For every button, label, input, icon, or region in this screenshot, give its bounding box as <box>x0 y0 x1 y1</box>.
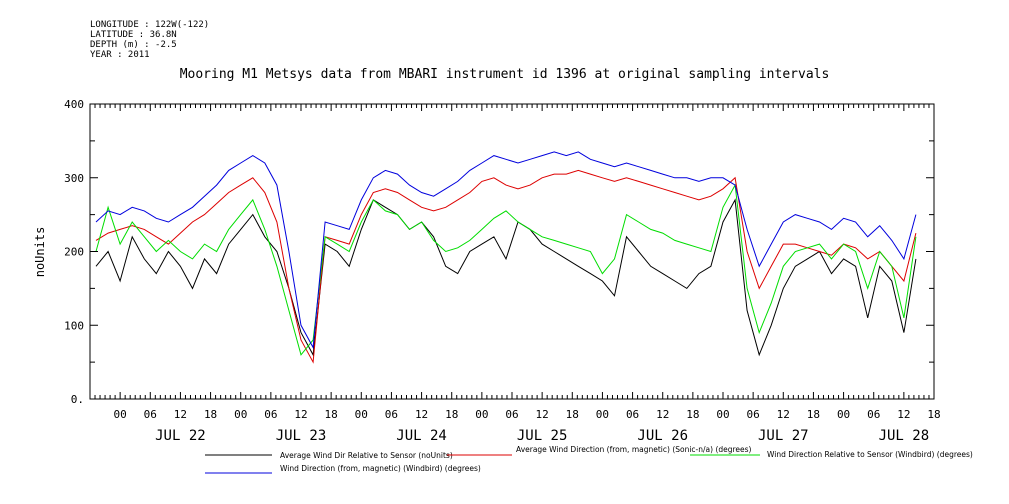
axes-layer: 0. 100 200 300 400 00 06 12 18 JUL 22 00 06 12 18 JUL … <box>64 98 941 444</box>
series-line-average-wind-dir-relative-to-sensor-noun <box>95 198 917 357</box>
depth-label: DEPTH (m) : -2.5 <box>90 40 177 50</box>
x-day-label: JUL 26 <box>637 428 688 444</box>
x-day-label: JUL 22 <box>155 428 206 444</box>
x-hour-label: 12 <box>174 408 187 421</box>
x-hour-label: 18 <box>204 408 217 421</box>
x-day-label: JUL 27 <box>758 428 809 444</box>
series-line-wind-direction-from-magnetic-windbird-de <box>95 151 917 350</box>
x-hour-label: 12 <box>415 408 428 421</box>
x-day-label: JUL 25 <box>517 428 568 444</box>
x-hour-label: 18 <box>807 408 820 421</box>
chart-title: Mooring M1 Metsys data from MBARI instru… <box>179 67 830 82</box>
x-hour-label: 06 <box>505 408 518 421</box>
x-hour-label: 00 <box>716 408 729 421</box>
x-hour-label: 18 <box>445 408 458 421</box>
x-hour-label: 12 <box>536 408 549 421</box>
x-hour-label: 00 <box>234 408 247 421</box>
x-hour-label: 06 <box>385 408 398 421</box>
x-hour-label: 06 <box>144 408 157 421</box>
x-hour-label: 06 <box>867 408 880 421</box>
y-tick-label: 300 <box>64 172 84 185</box>
x-hour-label: 18 <box>686 408 699 421</box>
metadata-block: LONGITUDE : 122W(-122) LATITUDE : 36.8N … <box>90 20 209 60</box>
x-hour-label: 18 <box>566 408 579 421</box>
x-hour-label: 00 <box>114 408 127 421</box>
x-hour-label: 06 <box>626 408 639 421</box>
legend-entry: Average Wind Direction (from, magnetic) … <box>516 445 752 454</box>
x-hour-label: 00 <box>355 408 368 421</box>
y-tick-label: 400 <box>64 98 84 111</box>
longitude-label: LONGITUDE : 122W(-122) <box>90 20 210 30</box>
legend-entry: Wind Direction Relative to Sensor (Windb… <box>767 450 973 459</box>
x-hour-label: 06 <box>747 408 760 421</box>
x-hour-label: 18 <box>325 408 338 421</box>
legend: Average Wind Dir Relative to Sensor (noU… <box>205 445 973 474</box>
x-hour-label: 12 <box>777 408 790 421</box>
x-hour-label: 12 <box>897 408 910 421</box>
x-hour-label: 12 <box>656 408 669 421</box>
series-layer <box>95 151 917 364</box>
legend-entry: Average Wind Dir Relative to Sensor (noU… <box>280 451 453 460</box>
x-hour-label: 12 <box>294 408 307 421</box>
x-hour-label: 00 <box>596 408 609 421</box>
series-line-average-wind-direction-from-magnetic-son <box>95 169 917 364</box>
y-tick-label: 0. <box>71 393 84 406</box>
x-day-label: JUL 24 <box>396 428 447 444</box>
legend-entry: Wind Direction (from, magnetic) (Windbir… <box>280 464 481 473</box>
x-day-label: JUL 23 <box>276 428 327 444</box>
latitude-label: LATITUDE : 36.8N <box>90 30 177 40</box>
x-hour-label: 00 <box>475 408 488 421</box>
x-hour-label: 18 <box>927 408 940 421</box>
y-axis-label: noUnits <box>33 227 47 278</box>
series-line-wind-direction-relative-to-sensor-windbi <box>95 183 917 356</box>
x-hour-label: 00 <box>837 408 850 421</box>
x-hour-label: 06 <box>264 408 277 421</box>
year-label: YEAR : 2011 <box>90 50 150 60</box>
y-tick-label: 200 <box>64 246 84 259</box>
x-day-label: JUL 28 <box>879 428 930 444</box>
y-tick-label: 100 <box>64 319 84 332</box>
